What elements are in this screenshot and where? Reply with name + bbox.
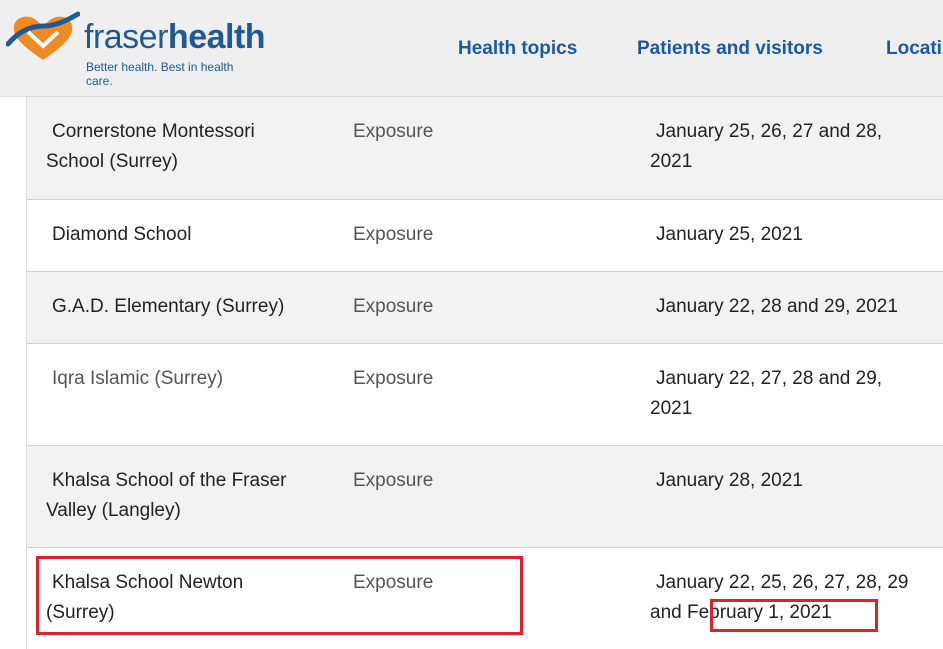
school-name: Diamond School [52,224,192,245]
exposure-dates-prefix: January 22, 25, 26, 27, 28, 29 and [650,572,909,623]
logo-word-health: health [167,18,266,56]
logo-wordmark: fraserhealth [84,18,266,56]
logo-tagline: Better health. Best in health care. [86,60,234,88]
exposure-dates: January 28, 2021 [656,470,803,491]
exposure-type: Exposure [353,224,434,245]
nav-patients-and-visitors[interactable]: Patients and visitors [637,38,823,59]
school-name: Khalsa School of the Fraser Valley (Lang… [46,470,287,521]
school-name: Iqra Islamic (Surrey) [52,368,224,389]
table-row: Iqra Islamic (Surrey) Exposure January 2… [27,344,943,446]
main-nav: Health topics Patients and visitors Loca… [0,38,943,64]
exposure-dates: January 22, 28 and 29, 2021 [656,296,898,317]
exposure-dates: January 22, 27, 28 and 29, 2021 [650,368,883,419]
exposure-dates: January 22, 25, 26, 27, 28, 29 and Febru… [650,568,920,628]
site-header: fraserhealth Better health. Best in heal… [0,0,943,97]
table-row: Cornerstone Montessori School (Surrey) E… [27,97,943,200]
logo-word-fraser: fraser [84,18,168,56]
exposure-type: Exposure [353,470,434,491]
exposure-type: Exposure [353,572,434,593]
table-row: G.A.D. Elementary (Surrey) Exposure Janu… [27,272,943,344]
exposure-type: Exposure [353,296,434,317]
exposure-dates: January 25, 2021 [656,224,803,245]
table-row: Diamond School Exposure January 25, 2021 [27,200,943,272]
exposure-dates: January 25, 26, 27 and 28, 2021 [650,121,883,172]
exposure-type: Exposure [353,121,434,142]
table-row: Khalsa School of the Fraser Valley (Lang… [27,446,943,548]
highlight-box-date [710,599,878,632]
exposure-dates-highlight: February 1, 2021 [686,602,832,623]
exposure-type: Exposure [353,368,434,389]
nav-health-topics[interactable]: Health topics [458,38,578,59]
school-name: Cornerstone Montessori School (Surrey) [46,121,255,172]
fraserhealth-logo[interactable]: fraserhealth Better health. Best in heal… [6,8,266,88]
school-exposures-table: Cornerstone Montessori School (Surrey) E… [26,97,943,649]
heart-logo-icon [6,11,80,60]
nav-locations[interactable]: Locati [886,38,942,59]
school-name: G.A.D. Elementary (Surrey) [52,296,285,317]
highlight-box-school-row [36,556,523,635]
school-name: Khalsa School Newton (Surrey) [46,572,244,623]
